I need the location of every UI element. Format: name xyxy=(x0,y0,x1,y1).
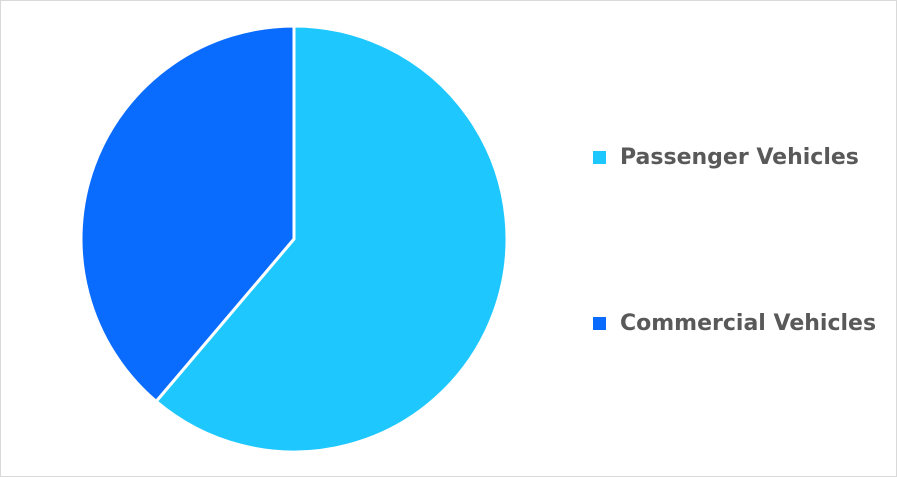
legend-item-passenger-vehicles: Passenger Vehicles xyxy=(593,145,859,170)
legend-swatch-passenger-vehicles xyxy=(593,151,606,164)
legend-swatch-commercial-vehicles xyxy=(593,317,606,330)
legend-label-passenger-vehicles: Passenger Vehicles xyxy=(620,145,859,170)
legend: Passenger Vehicles Commercial Vehicles xyxy=(593,1,893,476)
pie-chart xyxy=(79,24,509,454)
pie-slice-passenger-vehicles xyxy=(154,24,509,454)
pie-slice-commercial-vehicles xyxy=(79,24,296,404)
legend-item-commercial-vehicles: Commercial Vehicles xyxy=(593,311,876,336)
legend-label-commercial-vehicles: Commercial Vehicles xyxy=(620,311,877,336)
